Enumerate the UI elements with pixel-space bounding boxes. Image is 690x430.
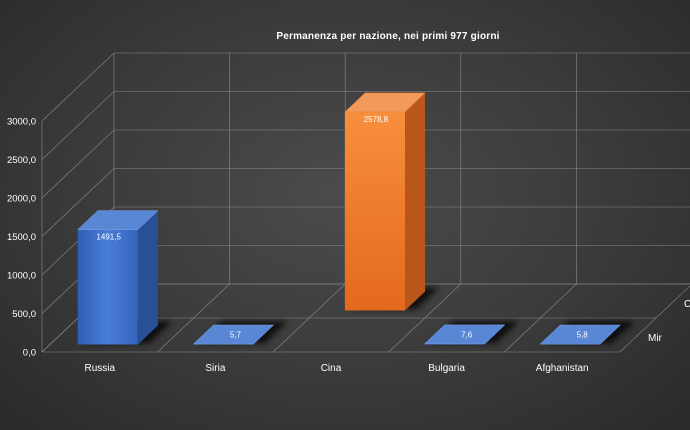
gridline — [157, 53, 230, 353]
y-tick-label: 1000,0 — [7, 271, 36, 282]
gridline — [504, 53, 577, 353]
bar-side-face — [405, 92, 426, 311]
bar-front-face — [77, 229, 138, 345]
x-tick-label: Afghanistan — [536, 363, 589, 374]
x-tick-label: Siria — [205, 363, 225, 374]
data-label: 5,8 — [577, 331, 589, 340]
gridline — [619, 285, 690, 353]
y-tick-label: 2000,0 — [7, 194, 36, 205]
y-tick-label: 2500,0 — [7, 155, 36, 166]
bar-side-face — [137, 210, 158, 345]
data-label: 7,6 — [461, 330, 473, 339]
gridline — [272, 53, 346, 353]
data-label: 2578,8 — [364, 115, 389, 124]
chart-title: Permanenza per nazione, nei primi 977 gi… — [276, 31, 500, 42]
y-tick-label: 3000,0 — [7, 117, 36, 128]
data-label: 5,7 — [230, 331, 242, 340]
bar-top-face — [539, 324, 621, 345]
bar-top-face — [192, 324, 275, 345]
bar[interactable] — [344, 92, 440, 311]
bar-top-face — [423, 324, 506, 345]
x-tick-label: Russia — [85, 363, 116, 374]
bar[interactable] — [539, 321, 635, 345]
x-tick-label: Bulgaria — [428, 363, 465, 374]
bar-top-face — [77, 210, 159, 230]
bar-front-face — [344, 112, 405, 311]
bar-top-face — [344, 92, 426, 113]
y-tick-label: 0,0 — [23, 348, 36, 359]
data-label: 1491,5 — [96, 233, 121, 242]
series-label: Mir — [648, 333, 663, 344]
series-label: CSS — [684, 299, 690, 310]
y-tick-label: 1500,0 — [7, 232, 36, 243]
y-tick-label: 500,0 — [12, 309, 36, 320]
bar[interactable] — [192, 321, 288, 345]
x-tick-label: Cina — [321, 363, 342, 374]
bar[interactable] — [77, 210, 173, 345]
bar[interactable] — [423, 321, 520, 345]
